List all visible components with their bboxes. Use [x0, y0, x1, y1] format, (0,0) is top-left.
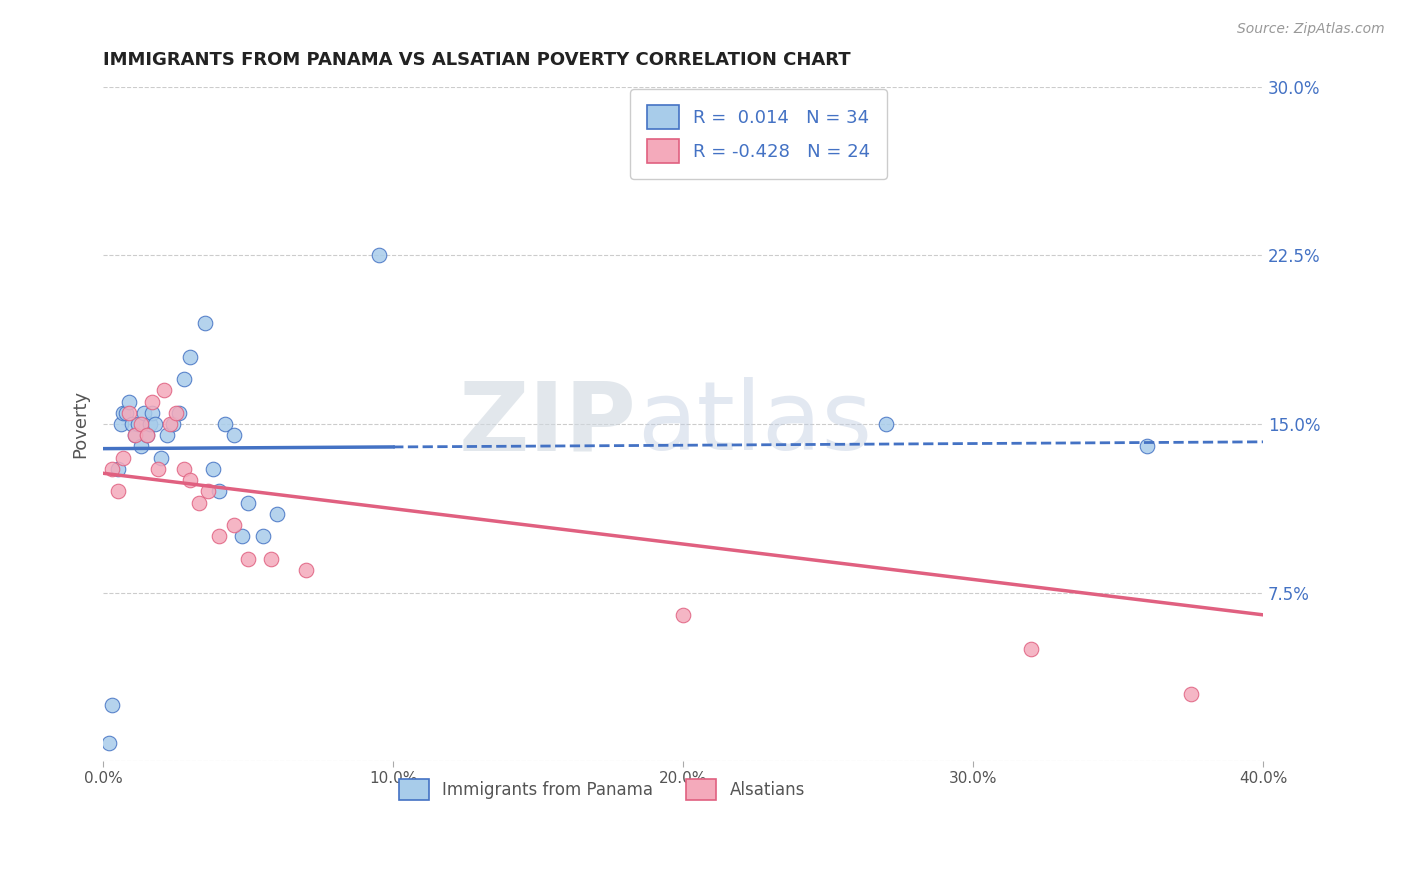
Point	[101, 698, 124, 712]
Point	[222, 428, 245, 442]
Point	[110, 417, 132, 431]
Point	[141, 406, 163, 420]
Point	[124, 428, 146, 442]
Point	[124, 428, 146, 442]
Point	[138, 417, 160, 431]
Point	[129, 440, 152, 454]
Point	[112, 450, 135, 465]
Point	[118, 406, 141, 420]
Point	[266, 507, 288, 521]
Point	[162, 417, 184, 431]
Point	[150, 450, 173, 465]
Point	[159, 417, 181, 431]
Point	[167, 406, 190, 420]
Point	[135, 428, 157, 442]
Text: atlas: atlas	[637, 377, 872, 470]
Point	[295, 563, 318, 577]
Point	[179, 350, 201, 364]
Point	[148, 462, 170, 476]
Point	[118, 394, 141, 409]
Point	[214, 417, 236, 431]
Point	[141, 394, 163, 409]
Point	[173, 462, 195, 476]
Point	[179, 473, 201, 487]
Point	[367, 248, 389, 262]
Point	[143, 417, 166, 431]
Point	[252, 529, 274, 543]
Point	[260, 551, 283, 566]
Point	[132, 406, 155, 420]
Point	[107, 484, 129, 499]
Point	[153, 384, 176, 398]
Point	[194, 316, 217, 330]
Point	[173, 372, 195, 386]
Point	[165, 406, 187, 420]
Point	[208, 529, 231, 543]
Y-axis label: Poverty: Poverty	[72, 390, 89, 458]
Point	[129, 417, 152, 431]
Point	[672, 607, 695, 622]
Point	[135, 428, 157, 442]
Point	[187, 496, 209, 510]
Point	[101, 462, 124, 476]
Point	[112, 406, 135, 420]
Point	[1180, 687, 1202, 701]
Point	[97, 736, 120, 750]
Point	[197, 484, 219, 499]
Point	[236, 551, 259, 566]
Point	[156, 428, 179, 442]
Point	[222, 518, 245, 533]
Text: IMMIGRANTS FROM PANAMA VS ALSATIAN POVERTY CORRELATION CHART: IMMIGRANTS FROM PANAMA VS ALSATIAN POVER…	[103, 51, 851, 69]
Text: Source: ZipAtlas.com: Source: ZipAtlas.com	[1237, 22, 1385, 37]
Point	[115, 406, 138, 420]
Point	[1136, 440, 1159, 454]
Point	[208, 484, 231, 499]
Point	[231, 529, 253, 543]
Point	[1019, 641, 1042, 656]
Point	[875, 417, 897, 431]
Legend: Immigrants from Panama, Alsatians: Immigrants from Panama, Alsatians	[385, 765, 818, 814]
Point	[202, 462, 225, 476]
Point	[121, 417, 143, 431]
Point	[127, 417, 149, 431]
Point	[236, 496, 259, 510]
Text: ZIP: ZIP	[458, 377, 637, 470]
Point	[107, 462, 129, 476]
